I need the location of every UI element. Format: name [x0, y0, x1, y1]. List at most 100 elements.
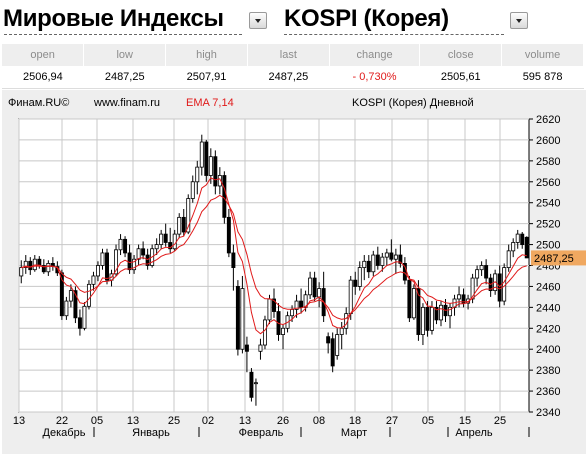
candle-body [524, 236, 529, 259]
candle-body [393, 254, 398, 260]
candle-body [339, 327, 344, 335]
candle-body [159, 233, 164, 245]
candle [511, 238, 516, 258]
candlestick-chart: Финам.RU© www.finam.ru EMA 7,14 KOSPI (К… [8, 97, 586, 439]
candle [272, 288, 276, 318]
candle-body [195, 166, 200, 183]
candle-body [77, 317, 82, 329]
candle [448, 303, 452, 329]
candle-body [366, 260, 371, 273]
col-last: last [247, 44, 330, 66]
index-selector-bar: Мировые Индексы KOSPI (Корея) [0, 0, 586, 40]
source-label: Финам.RU© [8, 97, 69, 109]
last-price-label: 2487,25 [534, 253, 574, 265]
candle-body [484, 265, 489, 279]
y-tick-label: 2520 [536, 219, 560, 231]
month-label: Февраль [239, 427, 284, 439]
col-change: change [329, 44, 421, 66]
candle [46, 260, 51, 276]
candle-body [411, 288, 416, 319]
y-tick-label: 2460 [536, 281, 560, 293]
candle [299, 288, 304, 314]
candle [524, 236, 529, 259]
candle-body [511, 242, 516, 252]
quote-header-row: open low high last change close volume [2, 44, 584, 66]
candle-body [375, 254, 380, 266]
candle-body [37, 258, 42, 266]
candle-body [105, 252, 109, 281]
candle-body [163, 233, 168, 243]
y-tick-label: 2600 [536, 135, 560, 147]
candle-body [240, 288, 245, 350]
index-name-dropdown-icon[interactable] [510, 12, 528, 29]
col-volume: volume [501, 44, 584, 66]
candle-body [231, 252, 236, 268]
candle [91, 271, 96, 291]
candle-body [520, 233, 525, 245]
candle-body [204, 141, 209, 176]
candle-body [420, 306, 425, 335]
index-group-dropdown-icon[interactable] [249, 12, 267, 29]
candle [199, 134, 204, 176]
candle-body [272, 298, 276, 312]
candle-body [249, 371, 254, 398]
candle-body [348, 279, 353, 315]
candle-body [312, 277, 317, 298]
y-tick-label: 2500 [536, 240, 560, 252]
candle-body [82, 305, 87, 329]
candle-body [213, 156, 218, 187]
candle-body [506, 250, 511, 268]
value-open: 2506,94 [2, 66, 84, 89]
candle [19, 260, 24, 284]
candle [240, 275, 245, 354]
candle [375, 246, 380, 270]
candle-body [258, 344, 263, 352]
candle [77, 309, 82, 336]
candle [294, 294, 299, 318]
month-label: Январь [132, 427, 170, 439]
candle-body [253, 382, 258, 385]
candle [28, 257, 33, 275]
y-tick-label: 2400 [536, 344, 560, 356]
candle-body [96, 265, 100, 277]
candle-body [262, 319, 267, 346]
url-label: www.finam.ru [93, 97, 160, 109]
candle-body [330, 338, 335, 367]
candle-body [127, 252, 132, 271]
candle-body [141, 248, 146, 256]
candle [244, 336, 249, 373]
candle-body [145, 254, 150, 266]
candle [23, 255, 28, 274]
candle [262, 315, 267, 350]
candle-body [172, 233, 177, 250]
candle [515, 229, 520, 249]
candle-body [41, 265, 46, 273]
candle-body [439, 304, 443, 321]
quote-values-row: 2506,94 2487,25 2507,91 2487,25 - 0,730%… [2, 66, 584, 89]
candle [479, 261, 484, 276]
candle [231, 244, 236, 291]
col-low: low [83, 44, 167, 66]
y-tick-label: 2560 [536, 177, 560, 189]
index-name-select[interactable]: KOSPI (Корея) [284, 5, 449, 32]
candle-body [199, 141, 204, 168]
candle [434, 301, 439, 325]
candle [502, 263, 507, 306]
col-close: close [419, 44, 503, 66]
x-tick-label: 05 [422, 415, 434, 427]
candle [100, 248, 105, 270]
y-tick-label: 2340 [536, 407, 560, 419]
x-tick-label: 08 [313, 415, 325, 427]
candle [425, 301, 430, 337]
candle [82, 302, 87, 331]
candle-body [384, 252, 389, 258]
candle-body [168, 242, 173, 250]
candle-body [114, 249, 119, 275]
candle-body [362, 260, 367, 268]
candle [312, 271, 317, 302]
candle [86, 280, 91, 310]
candle-body [475, 269, 480, 279]
candle-body [222, 175, 227, 218]
index-group-select[interactable]: Мировые Индексы [3, 5, 224, 32]
candle [118, 234, 123, 256]
